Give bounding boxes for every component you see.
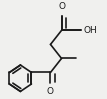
Text: O: O (47, 87, 54, 96)
Text: O: O (58, 2, 65, 11)
Text: OH: OH (84, 26, 97, 35)
